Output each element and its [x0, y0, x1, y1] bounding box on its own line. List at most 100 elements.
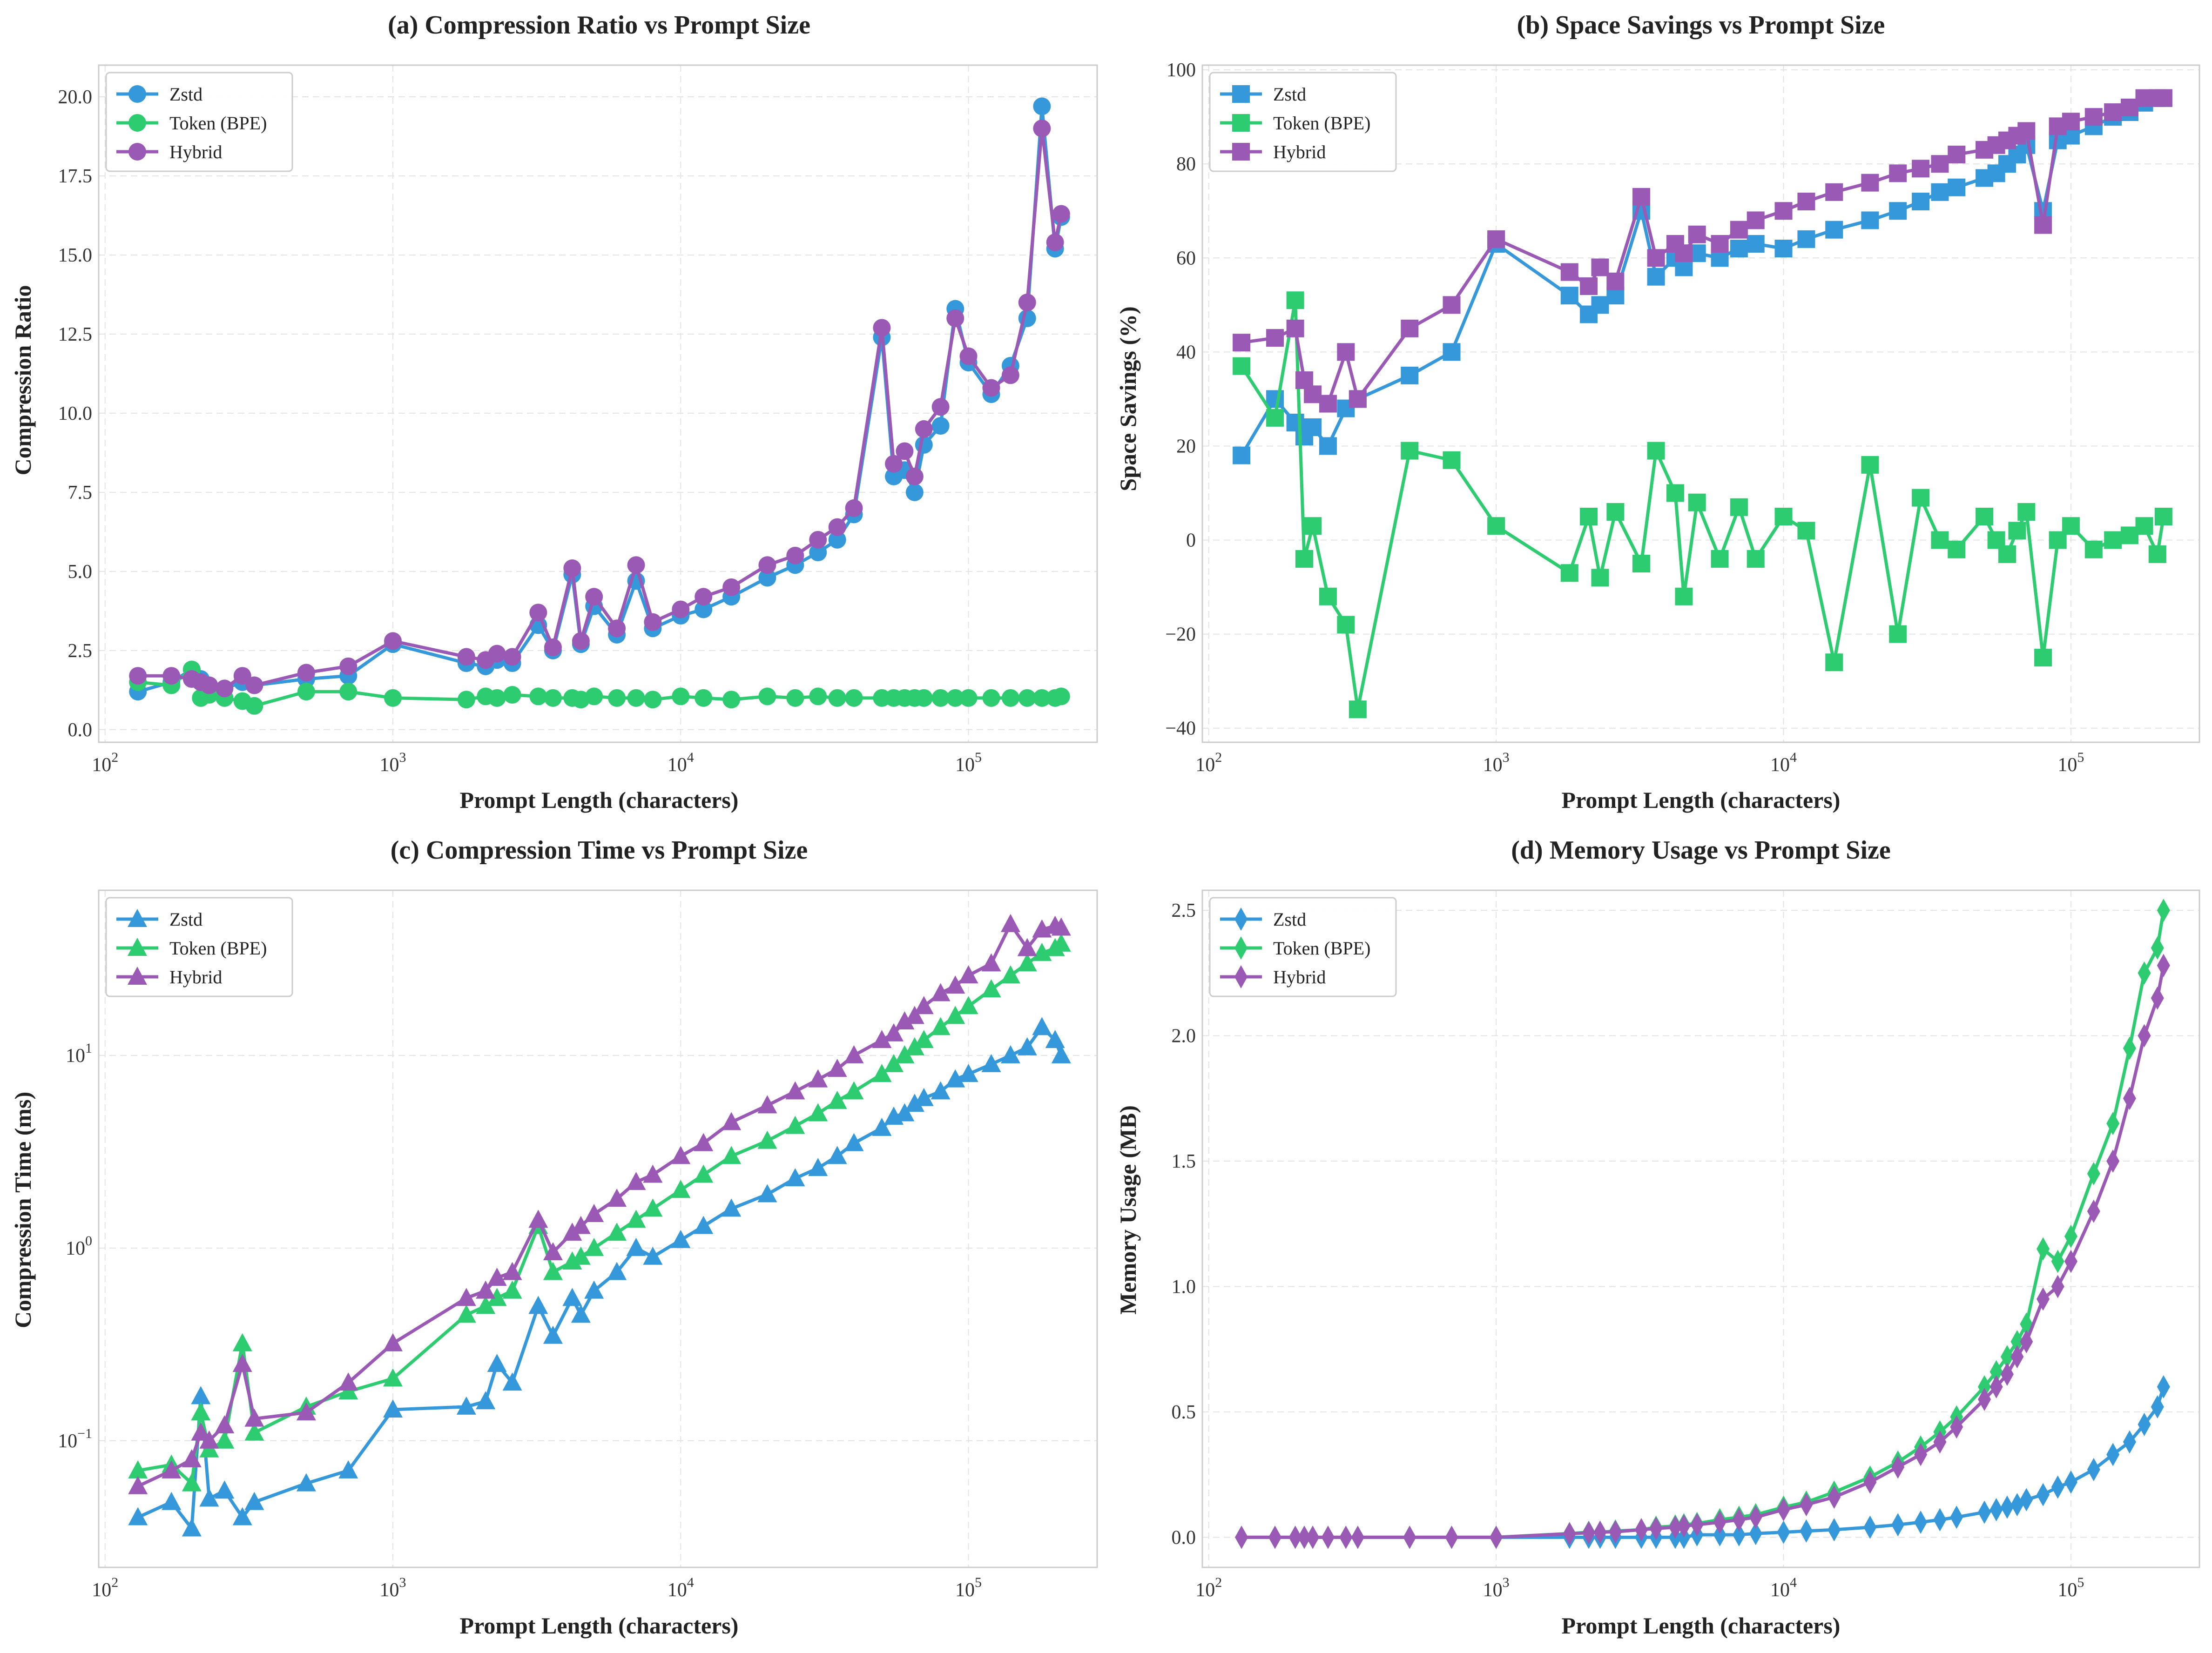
data-point	[384, 689, 402, 707]
data-point	[199, 1430, 219, 1449]
legend: Zstd Token (BPE) Hybrid	[105, 897, 293, 997]
data-point	[297, 683, 315, 701]
data-point	[2037, 1287, 2050, 1311]
data-point	[915, 436, 933, 454]
data-point	[672, 600, 690, 618]
data-point	[1774, 508, 1793, 525]
data-point	[694, 1133, 714, 1151]
data-point	[981, 979, 1001, 998]
series-token-bpe	[128, 933, 1071, 1492]
axes-frame	[1201, 889, 2200, 1568]
data-point	[895, 1045, 915, 1063]
data-point	[2157, 1375, 2170, 1398]
panel-c-title: (c) Compression Time vs Prompt Size	[391, 836, 808, 865]
panel-d-plot: 102 103 104 105 0.0 0.5 1.0 1.5 2.0 2.5 Zstd Token …	[1172, 889, 2200, 1601]
x-tick-label: 103	[1483, 750, 1510, 776]
data-point	[296, 1402, 316, 1421]
data-point	[1000, 914, 1020, 932]
data-point	[1337, 616, 1355, 634]
data-point	[2154, 508, 2172, 525]
data-point	[827, 1146, 847, 1164]
data-point	[244, 1422, 264, 1441]
data-point	[1889, 202, 1907, 220]
data-point	[915, 420, 933, 438]
data-point	[487, 1267, 507, 1286]
data-point	[1730, 221, 1748, 239]
y-tick-label: 10−1	[58, 1426, 92, 1452]
y-tick-label: 0.0	[1172, 1527, 1196, 1548]
data-point	[945, 1006, 965, 1024]
data-point	[1688, 225, 1706, 243]
data-point	[758, 556, 776, 574]
data-point	[931, 417, 950, 435]
data-point	[2138, 1412, 2151, 1436]
data-point	[1490, 1525, 1503, 1549]
panel-b-plot: 102 103 104 105 −40 −20 0 20 40 60 80 100 Zstd Token …	[1165, 60, 2200, 776]
y-tick-label: 17.5	[58, 166, 93, 187]
data-point	[872, 1064, 892, 1082]
data-point	[1747, 211, 1765, 229]
data-point	[2157, 954, 2170, 977]
data-point	[694, 1164, 714, 1183]
data-point	[191, 1402, 211, 1421]
data-point	[1649, 1517, 1663, 1540]
legend-label: Zstd	[1273, 84, 1306, 105]
data-point	[457, 691, 475, 709]
legend-label: Zstd	[169, 84, 202, 105]
axes-frame	[98, 64, 1098, 743]
data-point	[1000, 1045, 1020, 1063]
data-point	[844, 1133, 864, 1151]
series-hybrid	[128, 914, 1071, 1494]
data-point	[931, 689, 950, 707]
data-point	[895, 1103, 915, 1122]
data-point	[2151, 986, 2164, 1010]
data-point	[945, 1069, 965, 1088]
panel-a-ylabel: Compression Ratio	[10, 285, 36, 476]
x-tick-label: 104	[1770, 1575, 1797, 1601]
data-point	[758, 569, 776, 587]
data-point	[2020, 1330, 2033, 1353]
panel-a-title: (a) Compression Ratio vs Prompt Size	[388, 11, 810, 40]
data-point	[128, 1476, 148, 1494]
data-point	[1978, 1500, 1991, 1524]
data-point	[1033, 689, 1051, 707]
data-point	[1304, 517, 1322, 535]
data-point	[1297, 1525, 1311, 1549]
data-point	[1401, 442, 1419, 460]
data-point	[1443, 343, 1461, 361]
data-point	[215, 1430, 235, 1449]
data-point	[1891, 1455, 1905, 1479]
data-point	[2084, 108, 2103, 126]
data-point	[1233, 446, 1251, 464]
data-point	[2154, 89, 2172, 107]
data-point	[1931, 531, 1949, 549]
data-point	[884, 1023, 904, 1042]
data-point	[672, 687, 690, 706]
data-point	[808, 1103, 828, 1122]
data-point	[1235, 1525, 1248, 1549]
series-zstd	[128, 1017, 1071, 1537]
data-point	[2138, 1024, 2151, 1048]
data-point	[2151, 936, 2164, 960]
legend-box	[105, 72, 293, 172]
data-point	[827, 1090, 847, 1109]
data-point	[1560, 263, 1578, 281]
legend-marker	[128, 967, 147, 985]
data-point	[1288, 1525, 1302, 1549]
data-point	[1632, 555, 1651, 573]
series-line	[137, 942, 1062, 1485]
data-point	[809, 687, 827, 706]
data-point	[476, 1296, 496, 1314]
x-tick-label: 104	[668, 750, 694, 776]
y-tick-label: −40	[1165, 718, 1196, 739]
data-point	[162, 1492, 182, 1510]
data-point	[695, 600, 713, 618]
data-point	[1777, 1498, 1790, 1522]
y-tick-label: 100	[1167, 60, 1196, 81]
data-point	[1018, 689, 1036, 707]
panel-d-xlabel: Prompt Length (characters)	[1562, 1613, 1841, 1639]
data-point	[232, 1507, 252, 1525]
data-point	[129, 667, 147, 685]
data-point	[884, 1054, 904, 1072]
data-point	[571, 1304, 591, 1323]
